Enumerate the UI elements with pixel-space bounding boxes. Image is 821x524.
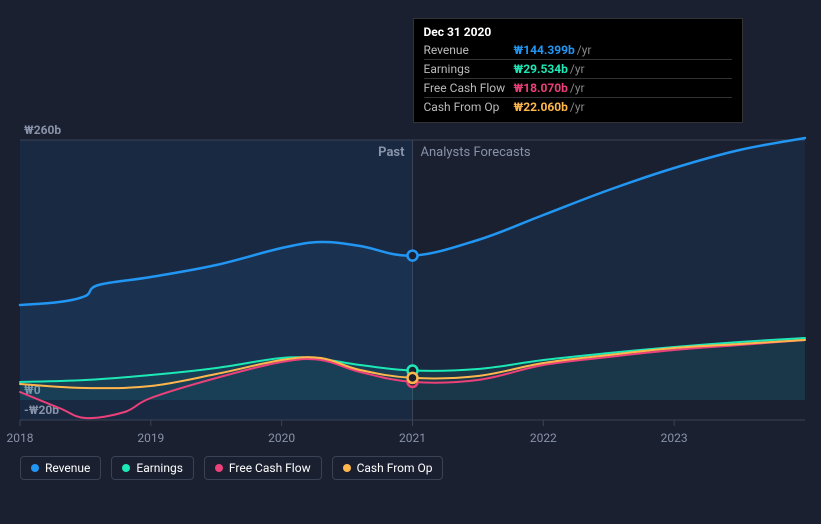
legend-item[interactable]: Cash From Op [332,456,444,480]
svg-text:2019: 2019 [137,431,164,445]
tooltip-row-unit: /yr [577,43,592,57]
tooltip-row: Free Cash Flow₩18.070b/yr [424,78,732,97]
tooltip-row-value: ₩144.399b [514,43,575,57]
tooltip-row-label: Free Cash Flow [424,81,514,95]
legend-item-label: Revenue [45,461,90,475]
legend-item[interactable]: Revenue [20,456,101,480]
tooltip-row: Revenue₩144.399b/yr [424,41,732,59]
svg-text:Past: Past [378,145,405,160]
chart-legend: Revenue Earnings Free Cash Flow Cash From O… [20,456,443,480]
svg-text:2020: 2020 [268,431,295,445]
tooltip-date: Dec 31 2020 [424,25,732,39]
legend-item-label: Earnings [136,461,183,475]
tooltip-row-unit: /yr [570,81,585,95]
legend-item-label: Free Cash Flow [229,461,311,475]
svg-text:2023: 2023 [661,431,688,445]
tooltip-row: Earnings₩29.534b/yr [424,59,732,78]
legend-item[interactable]: Free Cash Flow [204,456,322,480]
legend-dot-icon [215,464,223,472]
tooltip-row-value: ₩18.070b [514,81,568,95]
legend-item[interactable]: Earnings [111,456,194,480]
svg-text:2021: 2021 [399,431,426,445]
tooltip-row-label: Cash From Op [424,100,514,114]
tooltip-row-label: Revenue [424,43,514,57]
legend-dot-icon [343,464,351,472]
tooltip-row-unit: /yr [570,100,585,114]
svg-text:2018: 2018 [7,431,34,445]
svg-text:₩260b: ₩260b [24,123,61,137]
svg-text:Analysts Forecasts: Analysts Forecasts [421,145,531,160]
tooltip-row-value: ₩29.534b [514,62,568,76]
tooltip-row-label: Earnings [424,62,514,76]
tooltip-row-unit: /yr [570,62,585,76]
chart-tooltip: Dec 31 2020 Revenue₩144.399b/yrEarnings₩… [413,18,743,123]
tooltip-row: Cash From Op₩22.060b/yr [424,97,732,116]
svg-text:2022: 2022 [530,431,557,445]
tooltip-row-value: ₩22.060b [514,100,568,114]
legend-dot-icon [31,464,39,472]
legend-dot-icon [122,464,130,472]
legend-item-label: Cash From Op [357,461,433,475]
